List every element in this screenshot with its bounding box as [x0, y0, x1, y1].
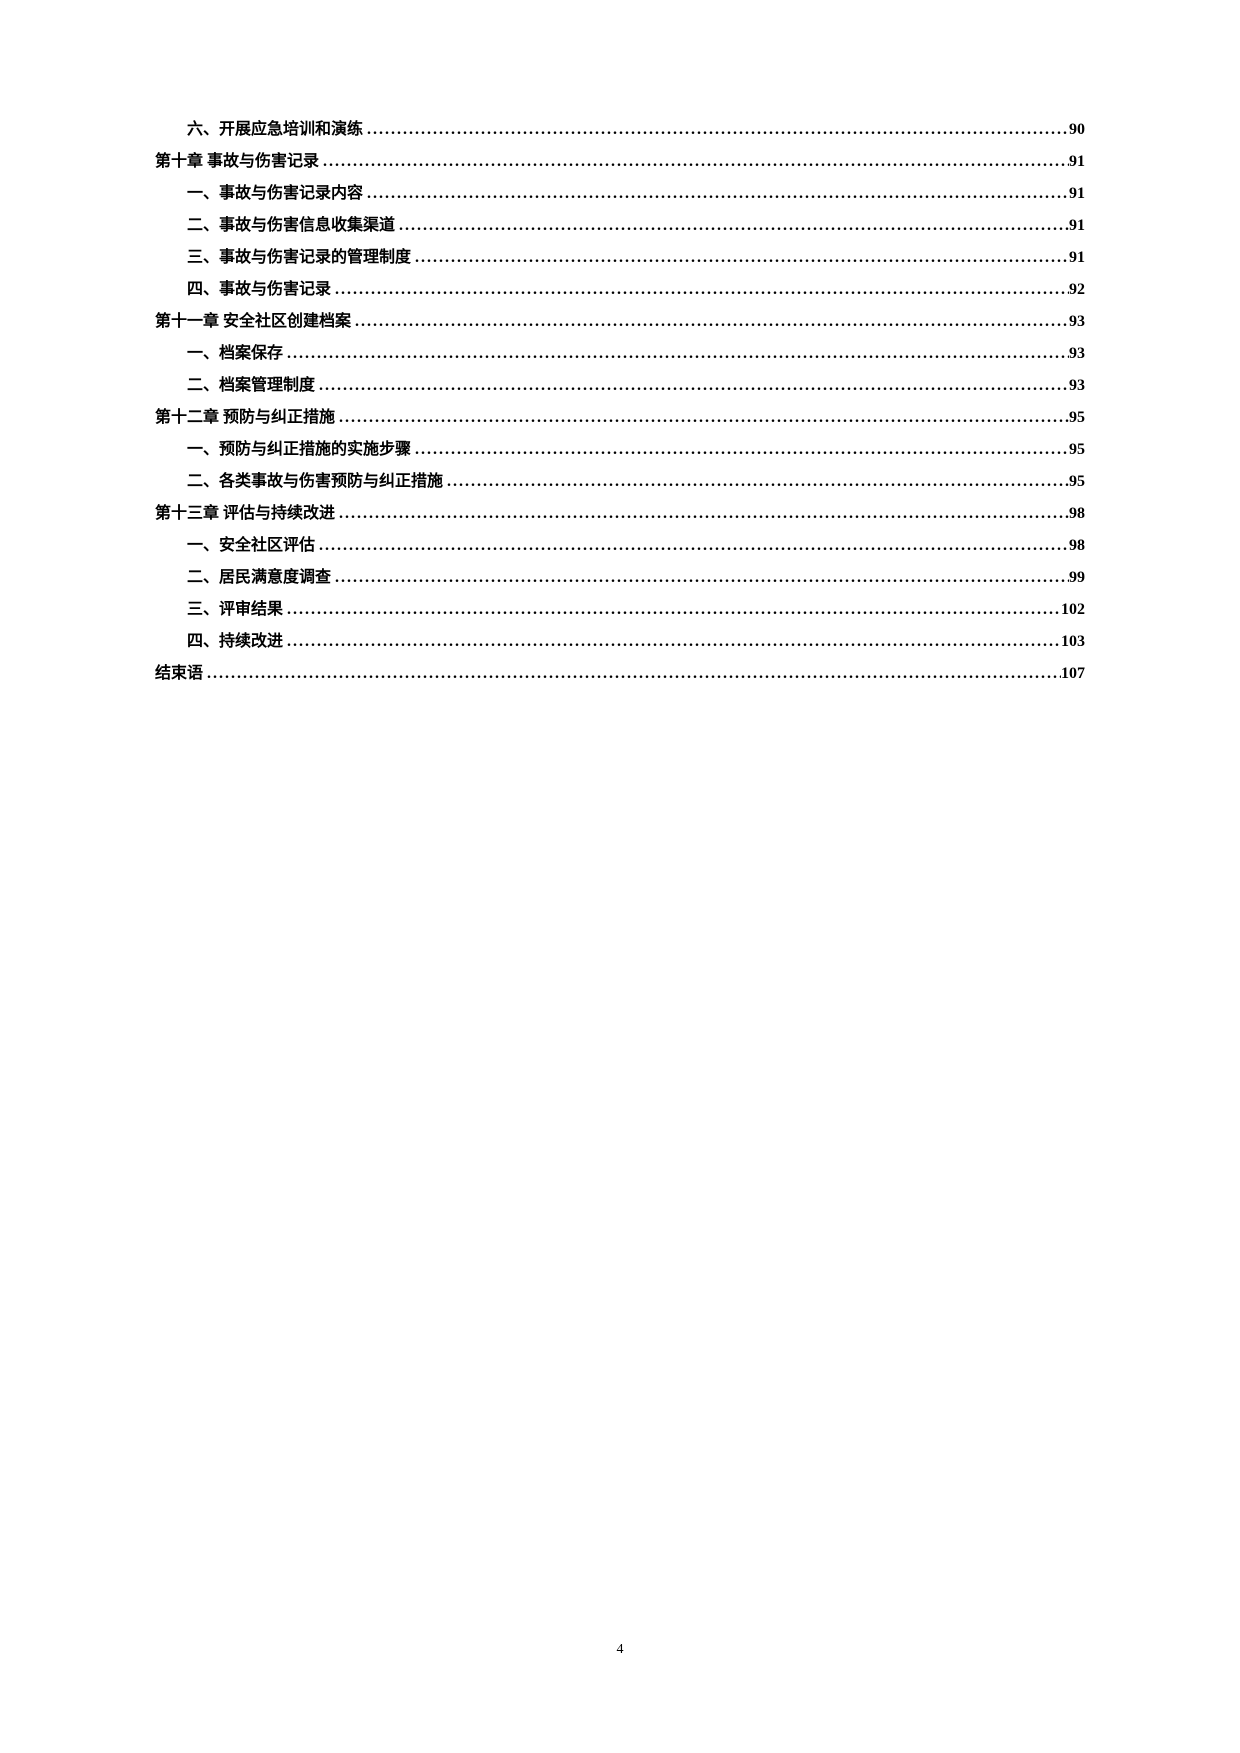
toc-title: 一、预防与纠正措施的实施步骤 [187, 435, 411, 459]
toc-title: 第十章 事故与伤害记录 [155, 147, 319, 171]
toc-title: 三、评审结果 [187, 595, 283, 619]
toc-entry: 四、持续改进 103 [155, 627, 1085, 651]
toc-page-number: 93 [1069, 313, 1085, 331]
toc-entry: 一、档案保存 93 [155, 339, 1085, 363]
toc-title: 结束语 [155, 659, 203, 683]
toc-title: 一、档案保存 [187, 339, 283, 363]
toc-entry: 二、档案管理制度 93 [155, 371, 1085, 395]
toc-title: 一、事故与伤害记录内容 [187, 179, 363, 203]
toc-container: 六、开展应急培训和演练90第十章 事故与伤害记录91一、事故与伤害记录内容91二… [0, 0, 1240, 683]
toc-page-number: 93 [1069, 377, 1085, 395]
toc-leader-dots [411, 249, 1069, 267]
toc-entry: 一、事故与伤害记录内容 91 [155, 179, 1085, 203]
toc-entry: 四、事故与伤害记录 92 [155, 275, 1085, 299]
toc-entry: 第十章 事故与伤害记录 91 [155, 147, 1085, 171]
toc-entry: 三、事故与伤害记录的管理制度 91 [155, 243, 1085, 267]
toc-title: 一、安全社区评估 [187, 531, 315, 555]
toc-page-number: 102 [1061, 601, 1085, 619]
toc-leader-dots [283, 345, 1069, 363]
toc-page-number: 95 [1069, 441, 1085, 459]
toc-entry: 结束语 107 [155, 659, 1085, 683]
toc-page-number: 91 [1069, 185, 1085, 203]
toc-page-number: 93 [1069, 345, 1085, 363]
toc-page-number: 95 [1069, 409, 1085, 427]
toc-entry: 第十二章 预防与纠正措施 95 [155, 403, 1085, 427]
toc-leader-dots [315, 537, 1069, 555]
toc-entry: 一、预防与纠正措施的实施步骤 95 [155, 435, 1085, 459]
toc-entry: 二、居民满意度调查 99 [155, 563, 1085, 587]
toc-entry: 第十三章 评估与持续改进 98 [155, 499, 1085, 523]
toc-leader-dots [395, 217, 1069, 235]
toc-title: 二、居民满意度调查 [187, 563, 331, 587]
toc-title: 六、开展应急培训和演练 [187, 115, 363, 139]
toc-page-number: 98 [1069, 505, 1085, 523]
toc-page-number: 91 [1069, 153, 1085, 171]
toc-leader-dots [203, 665, 1061, 683]
toc-page-number: 90 [1069, 121, 1085, 139]
toc-leader-dots [283, 601, 1061, 619]
toc-leader-dots [335, 409, 1069, 427]
toc-leader-dots [411, 441, 1069, 459]
toc-leader-dots [443, 473, 1069, 491]
toc-title: 第十一章 安全社区创建档案 [155, 307, 351, 331]
toc-page-number: 98 [1069, 537, 1085, 555]
toc-leader-dots [283, 633, 1061, 651]
toc-entry: 三、评审结果 102 [155, 595, 1085, 619]
toc-title: 二、事故与伤害信息收集渠道 [187, 211, 395, 235]
toc-title: 二、档案管理制度 [187, 371, 315, 395]
toc-title: 二、各类事故与伤害预防与纠正措施 [187, 467, 443, 491]
toc-leader-dots [363, 121, 1069, 139]
toc-page-number: 95 [1069, 473, 1085, 491]
toc-entry: 第十一章 安全社区创建档案 93 [155, 307, 1085, 331]
toc-page-number: 91 [1069, 249, 1085, 267]
toc-leader-dots [331, 281, 1069, 299]
toc-entry: 二、各类事故与伤害预防与纠正措施 95 [155, 467, 1085, 491]
toc-leader-dots [363, 185, 1069, 203]
toc-title: 三、事故与伤害记录的管理制度 [187, 243, 411, 267]
page-number: 4 [0, 1642, 1240, 1658]
toc-page-number: 107 [1061, 665, 1085, 683]
toc-title: 四、事故与伤害记录 [187, 275, 331, 299]
toc-entry: 六、开展应急培训和演练 90 [155, 115, 1085, 139]
toc-list: 六、开展应急培训和演练90第十章 事故与伤害记录91一、事故与伤害记录内容91二… [155, 115, 1085, 683]
toc-page-number: 99 [1069, 569, 1085, 587]
toc-leader-dots [319, 153, 1069, 171]
toc-leader-dots [335, 505, 1069, 523]
toc-title: 第十三章 评估与持续改进 [155, 499, 335, 523]
toc-page-number: 91 [1069, 217, 1085, 235]
toc-title: 第十二章 预防与纠正措施 [155, 403, 335, 427]
toc-entry: 二、事故与伤害信息收集渠道 91 [155, 211, 1085, 235]
toc-title: 四、持续改进 [187, 627, 283, 651]
toc-leader-dots [331, 569, 1069, 587]
toc-page-number: 103 [1061, 633, 1085, 651]
toc-leader-dots [351, 313, 1069, 331]
toc-leader-dots [315, 377, 1069, 395]
toc-entry: 一、安全社区评估 98 [155, 531, 1085, 555]
toc-page-number: 92 [1069, 281, 1085, 299]
